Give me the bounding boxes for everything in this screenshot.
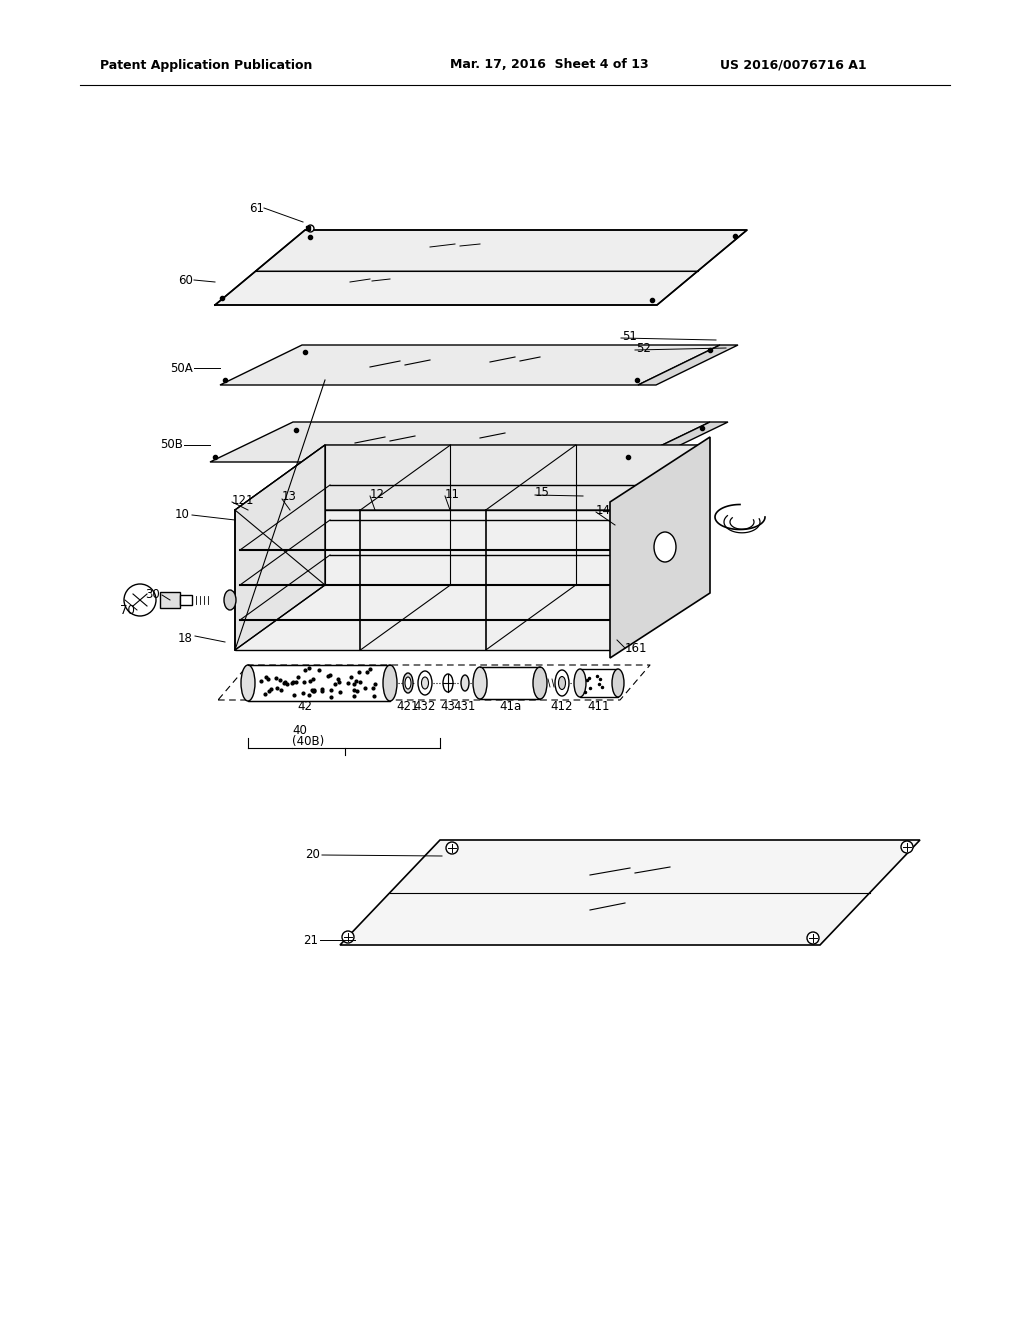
Polygon shape (234, 445, 325, 649)
Circle shape (446, 842, 458, 854)
Circle shape (901, 841, 913, 853)
Text: US 2016/0076716 A1: US 2016/0076716 A1 (720, 58, 866, 71)
Ellipse shape (443, 675, 453, 692)
Ellipse shape (406, 677, 411, 689)
Ellipse shape (534, 667, 547, 700)
Polygon shape (234, 510, 615, 649)
Text: 432: 432 (414, 701, 436, 714)
Ellipse shape (224, 590, 236, 610)
Bar (160, 591, 180, 609)
Polygon shape (340, 840, 920, 945)
Text: 21: 21 (303, 933, 318, 946)
Text: 412: 412 (551, 701, 573, 714)
Text: 50A: 50A (170, 362, 193, 375)
Text: 11: 11 (445, 487, 460, 500)
Text: 70: 70 (120, 603, 135, 616)
Text: 14: 14 (596, 503, 611, 516)
Ellipse shape (422, 677, 428, 689)
Text: 121: 121 (232, 494, 255, 507)
Text: 18: 18 (178, 631, 193, 644)
Text: 421: 421 (396, 701, 419, 714)
Text: 43: 43 (440, 701, 456, 714)
Polygon shape (615, 445, 705, 649)
Ellipse shape (558, 676, 565, 689)
Ellipse shape (654, 532, 676, 562)
Polygon shape (220, 345, 720, 385)
Text: 12: 12 (370, 487, 385, 500)
Text: 30: 30 (145, 589, 160, 602)
Text: 411: 411 (588, 701, 610, 714)
Text: 42: 42 (298, 701, 312, 714)
Polygon shape (234, 585, 705, 649)
Text: 60: 60 (178, 273, 193, 286)
Ellipse shape (473, 667, 487, 700)
Ellipse shape (383, 665, 397, 701)
Circle shape (124, 583, 156, 616)
Circle shape (342, 931, 354, 942)
Bar (480, 667, 540, 700)
Ellipse shape (418, 671, 432, 696)
Text: 20: 20 (305, 849, 319, 862)
Polygon shape (256, 230, 746, 271)
Text: 41a: 41a (499, 701, 521, 714)
Text: 10: 10 (175, 508, 190, 521)
Text: 40: 40 (292, 723, 307, 737)
Text: 15: 15 (535, 487, 550, 499)
Polygon shape (610, 437, 710, 657)
Polygon shape (210, 422, 710, 462)
Ellipse shape (555, 671, 569, 696)
Ellipse shape (574, 669, 586, 697)
Text: 13: 13 (282, 491, 297, 503)
Text: Mar. 17, 2016  Sheet 4 of 13: Mar. 17, 2016 Sheet 4 of 13 (450, 58, 648, 71)
Polygon shape (215, 271, 697, 305)
Polygon shape (638, 345, 738, 385)
Polygon shape (234, 445, 705, 510)
Ellipse shape (612, 669, 624, 697)
Ellipse shape (241, 665, 255, 701)
Bar (248, 665, 390, 701)
Bar (580, 669, 618, 697)
Text: 50B: 50B (160, 438, 183, 451)
Text: 161: 161 (625, 642, 647, 655)
Text: 51: 51 (622, 330, 637, 342)
Text: 52: 52 (636, 342, 651, 355)
Circle shape (807, 932, 819, 944)
Polygon shape (627, 422, 728, 462)
Bar (180, 595, 193, 605)
Ellipse shape (461, 675, 469, 690)
Text: FIG.3: FIG.3 (645, 565, 699, 585)
Polygon shape (325, 445, 705, 585)
Text: (40B): (40B) (292, 735, 325, 748)
Text: 61: 61 (249, 202, 264, 214)
Ellipse shape (403, 673, 413, 693)
Text: 431: 431 (454, 701, 476, 714)
Text: Patent Application Publication: Patent Application Publication (100, 58, 312, 71)
